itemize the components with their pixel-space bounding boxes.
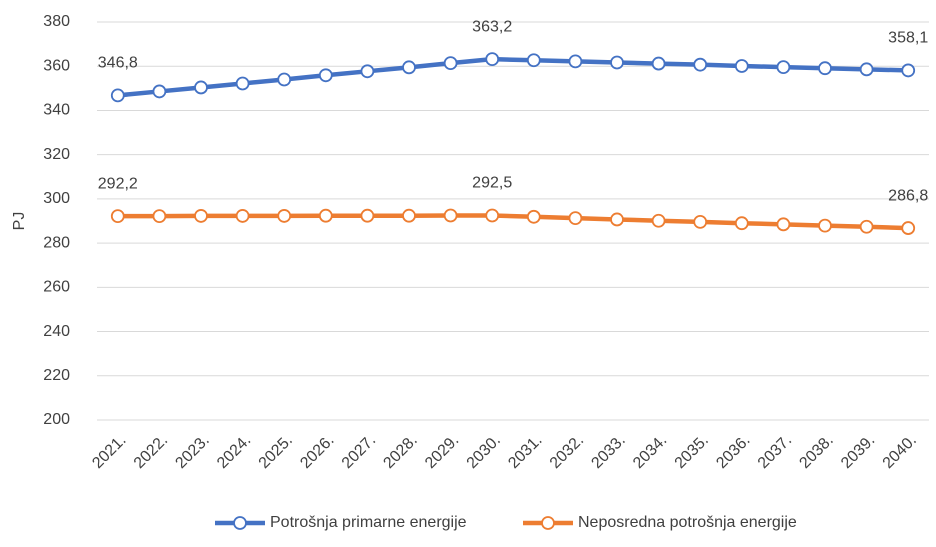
- point-marker: [526, 209, 541, 224]
- x-tick-label: 2035.: [672, 432, 712, 472]
- x-tick-label: 2031.: [505, 432, 545, 472]
- y-tick-label: 320: [43, 146, 70, 163]
- x-tick-label: 2027.: [339, 432, 379, 472]
- y-tick-label: 260: [43, 279, 70, 296]
- y-tick-label: 200: [43, 411, 70, 428]
- x-tick-label: 2025.: [256, 432, 296, 472]
- point-marker: [443, 208, 458, 223]
- y-axis-title: PJ: [11, 212, 28, 231]
- y-tick-label: 300: [43, 190, 70, 207]
- point-marker: [734, 216, 749, 231]
- point-marker: [194, 209, 208, 223]
- x-tick-label: 2033.: [588, 432, 628, 472]
- point-marker: [194, 80, 208, 95]
- x-tick-label: 2028.: [380, 432, 420, 472]
- point-marker: [734, 59, 749, 73]
- point-marker: [526, 53, 541, 68]
- point-marker: [402, 60, 416, 75]
- data-label: 363,2: [472, 18, 512, 35]
- y-tick-label: 220: [43, 367, 70, 384]
- x-tick-label: 2029.: [422, 432, 462, 472]
- x-tick-label: 2022.: [131, 432, 171, 472]
- x-tick-label: 2038.: [796, 432, 836, 472]
- x-tick-label: 2037.: [755, 432, 795, 472]
- x-tick-label: 2034.: [630, 432, 670, 472]
- x-tick-label: 2040.: [880, 432, 920, 472]
- x-tick-label: 2026.: [297, 432, 337, 472]
- point-marker: [443, 56, 458, 71]
- x-tick-label: 2024.: [214, 432, 254, 472]
- point-marker: [693, 57, 708, 72]
- point-marker: [360, 64, 375, 79]
- y-tick-label: 360: [43, 57, 70, 74]
- point-marker: [318, 208, 333, 223]
- y-tick-label: 280: [43, 234, 70, 251]
- point-marker: [235, 209, 250, 223]
- point-marker: [110, 209, 125, 224]
- data-label: 292,2: [98, 175, 138, 192]
- point-marker: [818, 218, 832, 233]
- x-tick-label: 2032.: [547, 432, 587, 472]
- point-marker: [360, 208, 375, 223]
- x-tick-label: 2039.: [838, 432, 878, 472]
- point-marker: [776, 217, 791, 232]
- data-label: 358,1: [888, 30, 928, 47]
- point-marker: [818, 61, 832, 76]
- legend-marker: [541, 516, 555, 530]
- point-marker: [859, 219, 874, 234]
- data-label: 292,5: [472, 175, 512, 192]
- point-marker: [776, 60, 791, 75]
- point-marker: [318, 68, 333, 83]
- point-marker: [152, 84, 167, 99]
- y-tick-label: 340: [43, 102, 70, 119]
- data-label: 346,8: [98, 55, 138, 72]
- point-marker: [610, 55, 624, 70]
- data-label: 286,8: [888, 187, 928, 204]
- point-marker: [901, 63, 916, 78]
- x-tick-label: 2030.: [464, 432, 504, 472]
- legend-label: Potrošnja primarne energije: [270, 514, 467, 531]
- point-marker: [110, 88, 125, 103]
- y-tick-label: 380: [43, 13, 70, 30]
- point-marker: [651, 213, 666, 228]
- point-marker: [277, 72, 292, 87]
- y-tick-label: 240: [43, 323, 70, 340]
- point-marker: [568, 54, 583, 69]
- point-marker: [568, 211, 583, 226]
- legend-marker: [233, 516, 247, 530]
- point-marker: [402, 208, 416, 223]
- point-marker: [277, 209, 292, 223]
- point-marker: [235, 76, 250, 91]
- point-marker: [152, 209, 167, 224]
- point-marker: [485, 52, 500, 67]
- point-marker: [610, 212, 624, 227]
- x-tick-label: 2023.: [172, 432, 212, 472]
- point-marker: [901, 221, 916, 235]
- series-line: [117, 56, 909, 98]
- x-tick-label: 2036.: [713, 432, 753, 472]
- point-marker: [859, 62, 874, 77]
- series-line: [117, 213, 909, 231]
- point-marker: [651, 56, 666, 71]
- x-tick-label: 2021.: [89, 432, 129, 472]
- point-marker: [485, 208, 500, 223]
- legend-label: Neposredna potrošnja energije: [578, 514, 797, 531]
- point-marker: [693, 214, 708, 229]
